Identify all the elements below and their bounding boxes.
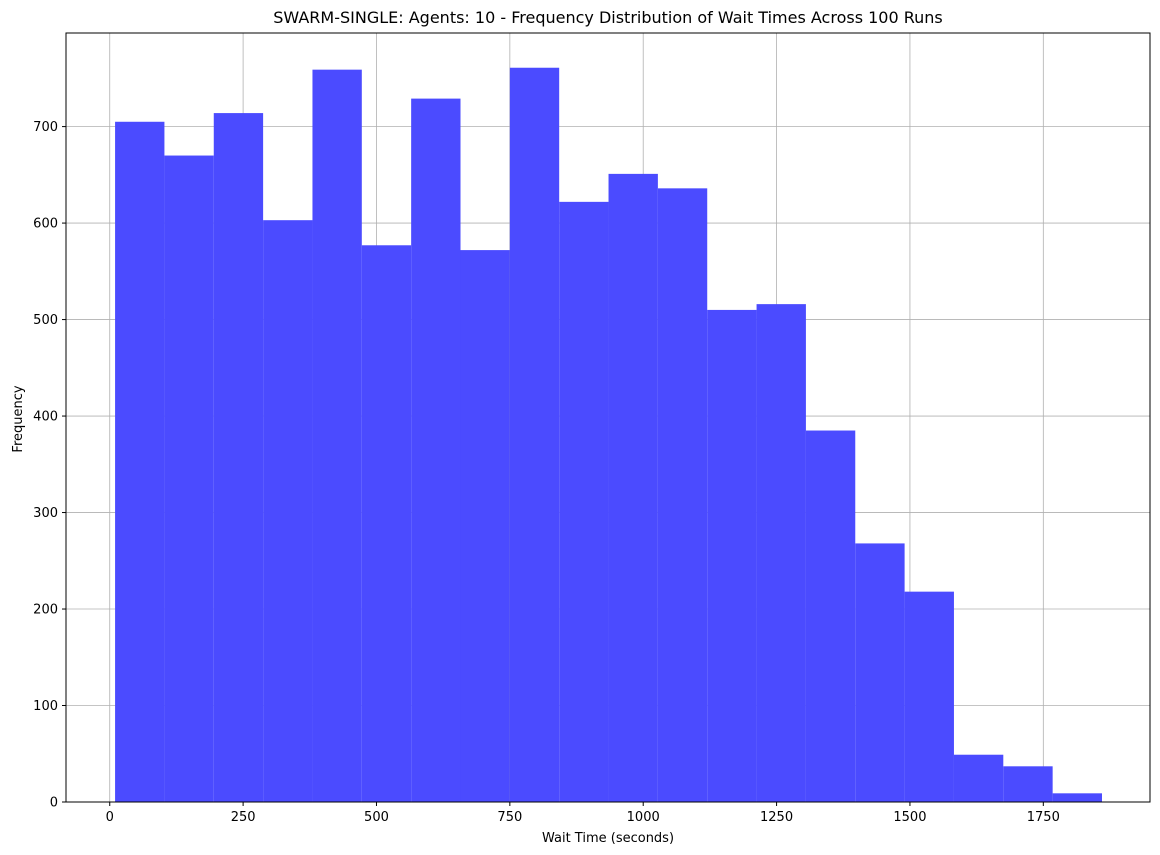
y-tick-label: 200 — [33, 603, 58, 618]
x-tick-label: 500 — [364, 810, 389, 825]
histogram-bar-5 — [312, 69, 362, 803]
histogram-bar-8 — [460, 250, 510, 803]
histogram-bar-12 — [657, 188, 708, 802]
y-tick-label: 400 — [33, 410, 58, 425]
histogram-bar-14 — [756, 304, 806, 802]
chart-title: SWARM-SINGLE: Agents: 10 - Frequency Dis… — [273, 8, 943, 27]
histogram-bar-18 — [953, 754, 1004, 802]
histogram-bar-13 — [707, 309, 757, 802]
axis-ticks: 0 250 500 750 1000 1250 1500 1750 0 100 200 300 400 5… — [33, 120, 1060, 825]
y-tick-label: 300 — [33, 506, 58, 521]
y-tick-label: 500 — [33, 313, 58, 328]
histogram-bar-10 — [559, 201, 609, 803]
histogram-bar-4 — [263, 220, 313, 802]
x-tick-label: 1500 — [893, 810, 926, 825]
y-tick-label: 700 — [33, 120, 58, 135]
y-tick-label: 0 — [50, 796, 58, 811]
x-axis-label: Wait Time (seconds) — [542, 831, 674, 846]
histogram-bars — [115, 67, 1102, 803]
y-tick-label: 600 — [33, 217, 58, 232]
y-tick-label: 100 — [33, 699, 58, 714]
x-tick-label: 1250 — [760, 810, 793, 825]
plot-area-frame — [65, 32, 1151, 803]
x-tick-label: 1000 — [627, 810, 660, 825]
histogram-bar-17 — [904, 591, 954, 802]
histogram-bar-11 — [608, 173, 658, 803]
histogram-bar-1 — [115, 121, 165, 802]
y-axis-label: Frequency — [11, 385, 26, 452]
x-tick-label: 1750 — [1027, 810, 1060, 825]
histogram-bar-19 — [1003, 766, 1053, 802]
histogram-bar-15 — [805, 430, 856, 802]
histogram-bar-6 — [361, 245, 412, 803]
histogram-bar-3 — [213, 113, 264, 803]
histogram-bar-16 — [855, 543, 905, 802]
x-tick-label: 0 — [106, 810, 114, 825]
histogram-bar-2 — [164, 155, 214, 802]
x-tick-label: 250 — [231, 810, 256, 825]
histogram-bar-9 — [509, 67, 560, 803]
histogram-bar-20 — [1052, 793, 1102, 802]
x-tick-label: 750 — [497, 810, 522, 825]
histogram-bar-7 — [411, 98, 461, 803]
